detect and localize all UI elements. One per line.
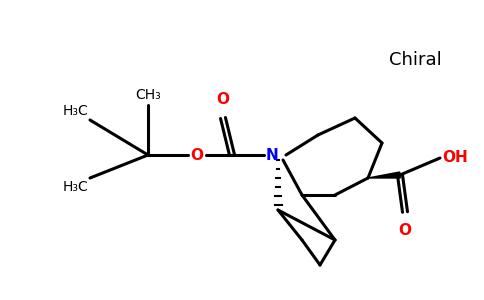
Text: OH: OH [442,151,468,166]
Text: O: O [191,148,203,163]
Text: CH₃: CH₃ [135,88,161,102]
Text: O: O [398,223,411,238]
Text: H₃C: H₃C [62,180,88,194]
Text: Chiral: Chiral [389,51,441,69]
Text: O: O [216,92,229,107]
Text: N: N [266,148,278,163]
Polygon shape [368,172,400,178]
Text: H₃C: H₃C [62,104,88,118]
